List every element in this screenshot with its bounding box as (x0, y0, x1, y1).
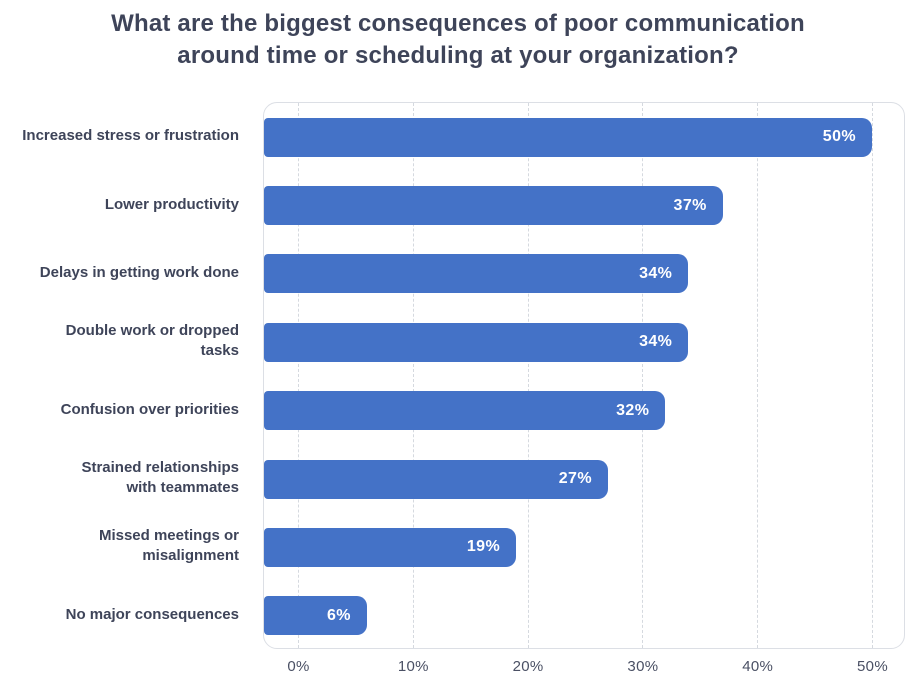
gridline-50pct (872, 103, 873, 648)
category-label: Increased stress or frustration (22, 127, 239, 145)
chart-title-line-2: around time or scheduling at your organi… (177, 42, 739, 69)
bar-value-label: 32% (616, 401, 650, 419)
gridline-0pct (298, 103, 299, 648)
bar: 32% (264, 391, 666, 431)
x-axis: 0% 10% 20% 30% 40% 50% (263, 658, 905, 678)
category-label: Strained relationships with teammates (81, 459, 239, 497)
bar: 34% (264, 254, 689, 294)
bar-value-label: 34% (639, 264, 673, 282)
category-label: Missed meetings or misalignment (98, 527, 239, 565)
chart-title: What are the biggest consequences of poo… (0, 8, 916, 72)
category-label-column: Increased stress or frustration Lower pro… (0, 102, 251, 649)
bar-value-label: 19% (466, 538, 501, 556)
x-tick-label: 30% (627, 658, 659, 675)
bar: 27% (264, 459, 608, 499)
bar: 37% (264, 186, 723, 226)
x-tick-label: 50% (857, 658, 888, 675)
category-label: Double work or dropped tasks (65, 322, 239, 360)
x-tick-label: 10% (397, 658, 429, 675)
x-tick-label: 40% (742, 658, 774, 675)
category-label: Confusion over priorities (60, 400, 239, 418)
bar: 19% (264, 527, 517, 567)
bar-value-label: 27% (558, 470, 592, 488)
chart-title-line-1: What are the biggest consequences of poo… (111, 10, 805, 37)
x-tick-label: 0% (287, 658, 310, 675)
category-label: Delays in getting work done (39, 263, 239, 281)
plot-area: 50% 37% 34% 34% 32% 27% 19% 6% (263, 102, 905, 649)
bar: 6% (264, 596, 367, 636)
gridline-40pct (757, 103, 759, 648)
bar: 50% (264, 117, 872, 157)
gridline-10pct (412, 103, 414, 648)
bar-value-label: 34% (639, 333, 673, 351)
x-tick-label: 20% (512, 658, 544, 675)
bar-value-label: 6% (326, 606, 351, 624)
category-label: No major consequences (65, 605, 239, 623)
bar: 34% (264, 322, 689, 362)
category-label: Lower productivity (104, 195, 239, 213)
bar-value-label: 50% (822, 128, 856, 146)
bar-value-label: 37% (673, 196, 707, 214)
gridline-20pct (527, 103, 529, 648)
gridline-30pct (642, 103, 644, 648)
